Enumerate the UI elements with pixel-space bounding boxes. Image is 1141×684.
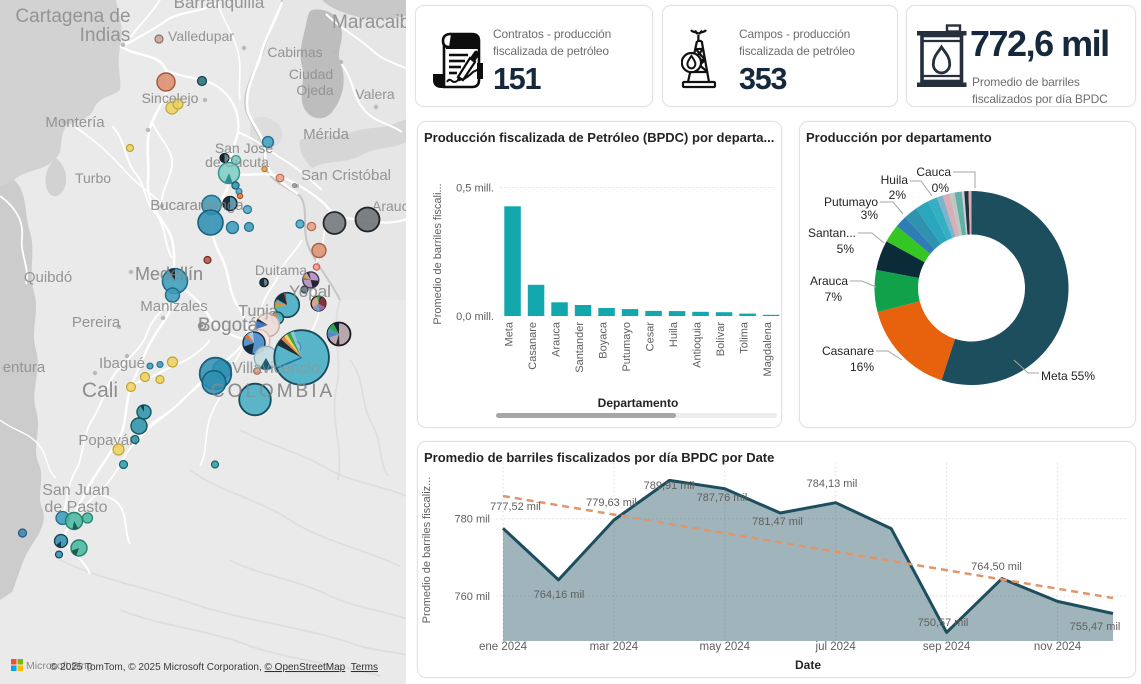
- svg-text:Popayán: Popayán: [78, 432, 137, 449]
- svg-text:Cartagena de: Cartagena de: [15, 6, 130, 27]
- svg-text:Ciudad: Ciudad: [289, 66, 333, 82]
- svg-text:Arauc: Arauc: [372, 198, 409, 214]
- svg-text:Mérida: Mérida: [303, 126, 350, 143]
- svg-text:San José: San José: [215, 140, 274, 156]
- svg-text:Bogotá: Bogotá: [198, 315, 259, 336]
- svg-text:Medellín: Medellín: [135, 264, 203, 284]
- svg-text:Villavicencio: Villavicencio: [232, 360, 320, 377]
- svg-text:Sincelejo: Sincelejo: [142, 90, 199, 106]
- svg-text:Valera: Valera: [355, 86, 395, 102]
- svg-text:© 2025 TomTom, © 2025 Microsof: © 2025 TomTom, © 2025 Microsoft Corporat…: [50, 662, 378, 673]
- svg-text:San Juan: San Juan: [42, 482, 110, 499]
- svg-text:de Cúcuta: de Cúcuta: [205, 154, 269, 170]
- svg-text:Tunja: Tunja: [238, 303, 278, 320]
- svg-text:Valledupar: Valledupar: [168, 28, 234, 44]
- svg-text:Indias: Indias: [80, 25, 131, 46]
- svg-text:Microsoft Bing: Microsoft Bing: [26, 660, 93, 672]
- svg-text:Montería: Montería: [45, 114, 105, 131]
- svg-text:Bogotá: Bogotá: [198, 315, 259, 336]
- svg-text:Maracaib: Maracaib: [332, 12, 410, 33]
- svg-text:Cabimas: Cabimas: [267, 44, 322, 60]
- svg-text:Manizales: Manizales: [140, 298, 208, 315]
- svg-text:Yopal: Yopal: [289, 282, 331, 301]
- svg-text:entura: entura: [3, 359, 46, 376]
- svg-text:Cali: Cali: [82, 379, 118, 402]
- svg-text:Sincelejo: Sincelejo: [142, 90, 199, 106]
- svg-text:Turbo: Turbo: [75, 170, 111, 186]
- svg-text:Ibagué: Ibagué: [99, 355, 145, 372]
- svg-text:Pereira: Pereira: [72, 314, 121, 331]
- svg-text:San José: San José: [215, 140, 274, 156]
- svg-text:Bucaramanga: Bucaramanga: [150, 197, 244, 214]
- svg-text:COLOMBIA: COLOMBIA: [211, 381, 335, 402]
- svg-text:Ojeda: Ojeda: [296, 82, 334, 98]
- svg-text:Quibdó: Quibdó: [24, 269, 72, 286]
- svg-text:San Cristóbal: San Cristóbal: [301, 167, 391, 184]
- svg-text:Barranquilla: Barranquilla: [174, 0, 265, 12]
- svg-text:Duitama: Duitama: [255, 262, 307, 278]
